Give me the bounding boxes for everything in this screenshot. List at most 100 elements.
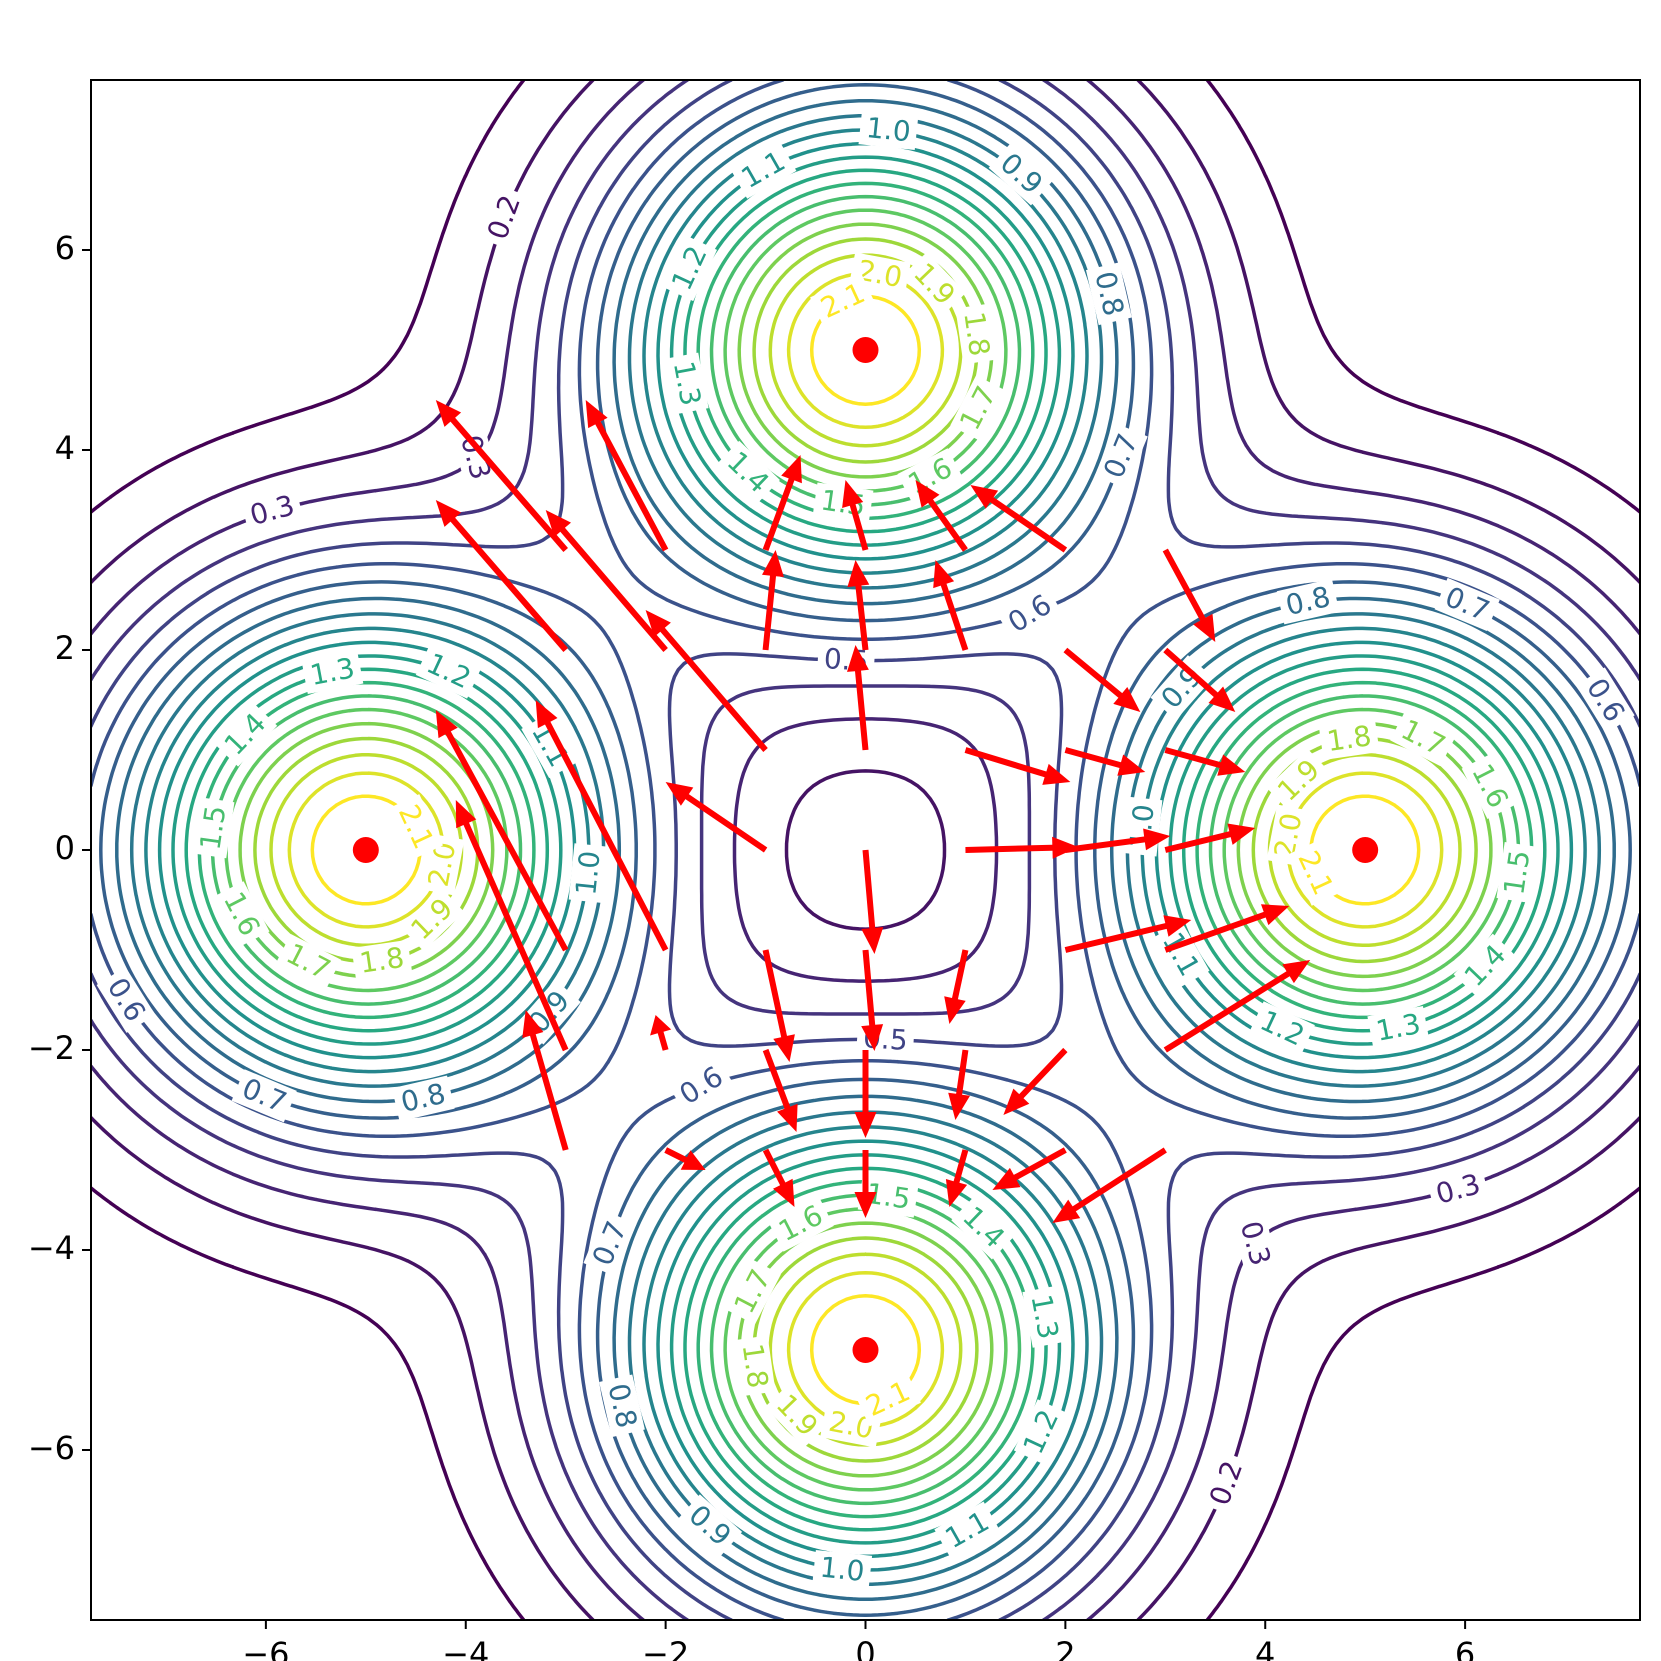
quiver-arrow xyxy=(522,1010,569,1151)
contour-label-bg xyxy=(730,141,797,199)
quiver-arrow xyxy=(1003,1047,1068,1115)
y-tick-label: −2 xyxy=(28,1029,75,1067)
contour-label-text: 1.3 xyxy=(1025,1292,1066,1342)
x-tick-label: 2 xyxy=(1055,1635,1075,1661)
contour-label: 1.3 xyxy=(1367,1005,1430,1050)
x-tick-label: 0 xyxy=(855,1635,875,1661)
quiver-arrow xyxy=(970,485,1068,553)
contour-label-bg xyxy=(767,1195,834,1252)
y-tick-label: 6 xyxy=(55,229,75,267)
contour-label: 0.3 xyxy=(1426,1165,1490,1214)
contour-label-bg xyxy=(724,1258,781,1325)
contour-label: 1.0 xyxy=(858,110,919,151)
contour-label-bg xyxy=(568,843,609,903)
quiver-arrow xyxy=(665,782,768,853)
contour-label-bg xyxy=(400,887,465,952)
contour-line xyxy=(91,80,1640,1620)
contour-label: 0.8 xyxy=(599,1374,645,1438)
contour-label-bg xyxy=(950,375,1007,442)
y-tick-label: −6 xyxy=(28,1429,75,1467)
quiver-arrow xyxy=(1063,647,1141,712)
quiver-arrow xyxy=(1163,960,1311,1053)
contour-label-bg xyxy=(662,235,718,302)
quiver-arrow xyxy=(762,455,802,551)
contour-line xyxy=(91,80,1640,1620)
quiver-arrow xyxy=(861,949,884,1051)
quiver-arrow xyxy=(948,1049,970,1120)
contour-label-bg xyxy=(855,1371,921,1427)
contour-label-bg xyxy=(733,1335,776,1397)
contour-label: 1.8 xyxy=(733,1335,776,1397)
contour-label-bg xyxy=(897,448,964,505)
axes: −6 −4 −2 0 2 4 6 −6 −4 −2 0 2 4 6 xyxy=(28,229,1475,1661)
quiver-arrow xyxy=(762,949,795,1062)
contour-label-bg xyxy=(1200,1450,1253,1516)
contour-label-bg xyxy=(96,966,156,1033)
quiver-arrow xyxy=(1065,828,1171,853)
contour-label-bg xyxy=(1318,718,1380,760)
contour-label-text: 1.5 xyxy=(193,803,232,852)
contour-label-bg xyxy=(664,352,709,415)
quiver-arrow xyxy=(650,1015,672,1051)
contour-label-bg xyxy=(301,650,364,695)
quiver-arrow xyxy=(1164,823,1256,853)
contour-label-bg xyxy=(955,303,998,365)
contour-label-text: 1.3 xyxy=(1373,1007,1423,1048)
quiver-arrow xyxy=(944,949,969,1024)
contour-label-bg xyxy=(1231,1211,1279,1276)
quiver-arrow xyxy=(1064,915,1192,953)
x-tick-label: 6 xyxy=(1455,1635,1475,1661)
quiver-arrow xyxy=(762,1048,798,1132)
quiver-arrow xyxy=(965,836,1079,859)
contour-label-bg xyxy=(388,794,443,860)
contour-label: 1.0 xyxy=(812,1549,873,1590)
contour-label-bg xyxy=(668,1056,735,1116)
contour-label-text: 1.8 xyxy=(357,941,406,980)
peak-point xyxy=(1352,837,1379,863)
contour-label: 1.0 xyxy=(568,843,609,903)
quiver-arrow xyxy=(933,560,969,651)
quiver-arrow xyxy=(435,500,568,652)
contour-label-bg xyxy=(1434,577,1500,631)
contour-label-bg xyxy=(391,1075,455,1122)
quiver-arrow xyxy=(847,645,869,751)
quiver-arrow xyxy=(964,747,1071,785)
contour-label: 1.3 xyxy=(1022,1285,1067,1348)
contour-label: 1.4 xyxy=(715,440,780,505)
contour-line xyxy=(171,155,1560,1545)
contour-label-bg xyxy=(677,1494,743,1558)
peak-point xyxy=(352,837,379,863)
contour-label-bg xyxy=(599,1374,645,1438)
quiver-arrow xyxy=(435,400,568,552)
contour-label: 1.1 xyxy=(934,1501,1001,1559)
contour-label-bg xyxy=(1367,1005,1430,1050)
quiver-arrow xyxy=(645,610,768,752)
contour-label: 1.3 xyxy=(664,352,709,415)
quiver-arrow xyxy=(861,849,884,954)
contour-label-bg xyxy=(1575,667,1635,734)
peak-point xyxy=(852,337,879,363)
contour-label-text: 1.0 xyxy=(569,849,606,897)
contour-label-bg xyxy=(1453,933,1518,998)
contour-line xyxy=(91,80,1640,1620)
contour-label-bg xyxy=(1249,1001,1315,1056)
contour-label-bg xyxy=(1276,578,1340,625)
contour-label-bg xyxy=(858,110,919,151)
quiver-arrow xyxy=(945,1149,969,1207)
contour-label: 1.0 xyxy=(1122,796,1163,857)
x-tick-label: −2 xyxy=(642,1635,689,1661)
quiver-arrow xyxy=(585,400,669,552)
contour-label-bg xyxy=(1426,1165,1490,1214)
contour-label-bg xyxy=(213,881,270,948)
quiver-arrow xyxy=(1052,1147,1167,1223)
x-tick-label: −6 xyxy=(242,1635,289,1661)
contour-label: 1.8 xyxy=(351,939,413,982)
quiver-arrow xyxy=(762,550,784,651)
quiver-arrow xyxy=(842,480,869,551)
quiver-arrow xyxy=(535,700,669,952)
quiver-arrow xyxy=(455,800,569,1052)
contour-label-bg xyxy=(812,1549,873,1590)
contour-line xyxy=(91,80,1640,1620)
quiver-arrow xyxy=(854,1050,877,1138)
